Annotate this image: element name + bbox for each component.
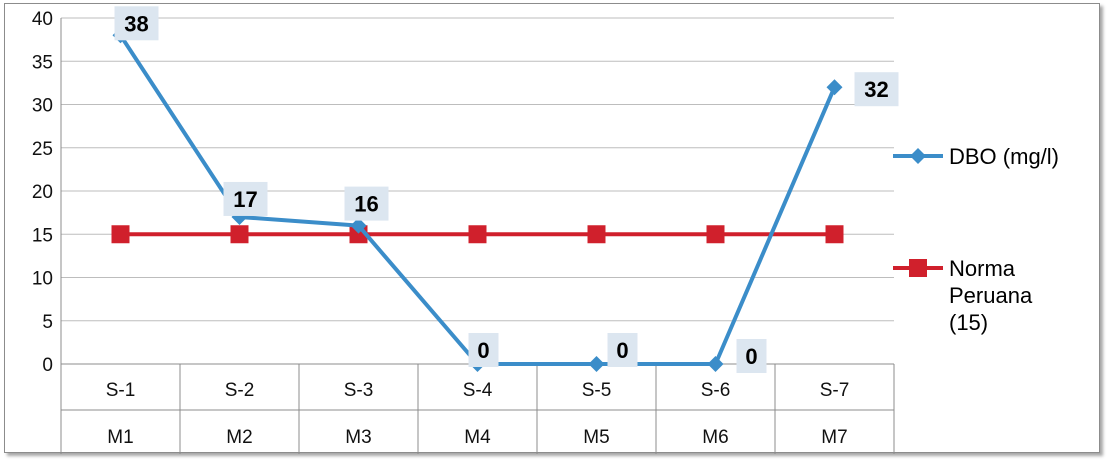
- y-tick-label: 0: [42, 355, 53, 376]
- y-tick-label: 30: [32, 96, 53, 117]
- legend-label: DBO (mg/l): [949, 144, 1059, 169]
- x-category-label: S-4: [463, 380, 493, 401]
- series-point: [350, 217, 367, 234]
- data-label: 17: [233, 187, 257, 212]
- gridlines: [61, 17, 894, 322]
- x-category-label: S-5: [582, 380, 612, 401]
- series-point: [468, 225, 487, 244]
- y-tick-label: 35: [32, 52, 53, 73]
- series-point: [826, 79, 843, 96]
- y-tick-label: 25: [32, 139, 53, 160]
- data-label: 0: [745, 344, 757, 369]
- legend-swatch-marker: [910, 148, 926, 164]
- y-tick-label: 5: [42, 312, 53, 333]
- series-point: [111, 225, 130, 244]
- x-category-label: S-2: [225, 380, 255, 401]
- x-category-label-secondary: M7: [821, 427, 847, 448]
- series-point: [707, 356, 724, 372]
- legend-label: Norma Peruana (15): [949, 256, 1033, 335]
- x-category-label-secondary: M1: [107, 427, 133, 448]
- x-category-label-secondary: M5: [583, 427, 609, 448]
- x-category-label-secondary: M2: [226, 427, 252, 448]
- data-label: 0: [616, 338, 628, 363]
- x-category-label-secondary: M4: [464, 427, 491, 448]
- y-tick-label: 15: [32, 225, 53, 246]
- data-label-box: [114, 6, 159, 41]
- data-label-box: [344, 186, 389, 221]
- data-label-box: [223, 181, 268, 216]
- series-point: [825, 225, 844, 244]
- data-labels: 38 17 16 0 0 0 32: [114, 6, 899, 373]
- data-label-box: [854, 72, 899, 107]
- data-label: 38: [124, 11, 148, 36]
- chart-frame: 0 5 10 15 20 25 30 35 40 S-1 S-2 S-3 S-4 S-5 S-6 S-7 M1…: [4, 3, 1100, 454]
- data-label-box: [468, 333, 499, 367]
- series-point: [588, 356, 605, 372]
- legend-label-line: Norma: [949, 256, 1016, 281]
- data-label: 32: [864, 77, 888, 102]
- y-tick-label: 10: [32, 269, 53, 290]
- x-category-label: S-6: [701, 380, 731, 401]
- data-label: 0: [477, 338, 489, 363]
- legend-swatch-marker: [909, 259, 927, 277]
- y-tick-label: 40: [32, 9, 53, 30]
- legend-label-line: Peruana: [949, 283, 1033, 308]
- legend-label-line: (15): [949, 310, 988, 335]
- data-label-box: [607, 333, 638, 367]
- y-tick-labels: 0 5 10 15 20 25 30 35 40: [32, 9, 53, 376]
- legend-label-line: DBO (mg/l): [949, 144, 1059, 169]
- x-category-label: S-1: [106, 380, 136, 401]
- x-category-label: S-3: [344, 380, 374, 401]
- legend: DBO (mg/l) Norma Peruana (15): [893, 144, 1059, 335]
- data-label-box: [736, 339, 767, 373]
- series-point: [587, 225, 606, 244]
- series-point: [230, 225, 249, 244]
- x-category-labels: S-1 S-2 S-3 S-4 S-5 S-6 S-7 M1 M2 M3 M4 M5 M6 M7: [106, 380, 850, 448]
- y-tick-label: 20: [32, 182, 53, 203]
- data-label: 16: [354, 192, 378, 217]
- x-category-label-secondary: M6: [702, 427, 728, 448]
- x-category-label: S-7: [820, 380, 850, 401]
- series-point: [706, 225, 725, 244]
- dbo-line-chart: 0 5 10 15 20 25 30 35 40 S-1 S-2 S-3 S-4 S-5 S-6 S-7 M1…: [32, 6, 1059, 454]
- x-category-label-secondary: M3: [345, 427, 371, 448]
